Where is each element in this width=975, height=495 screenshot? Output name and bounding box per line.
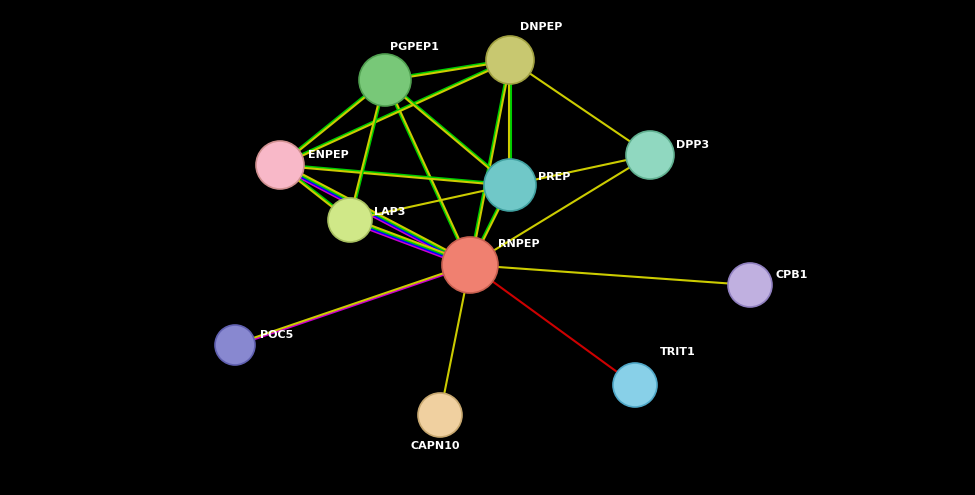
Text: PGPEP1: PGPEP1 (390, 42, 439, 52)
Circle shape (728, 263, 772, 307)
Circle shape (215, 325, 255, 365)
Text: CAPN10: CAPN10 (410, 441, 460, 451)
Circle shape (418, 393, 462, 437)
Text: PREP: PREP (538, 172, 570, 182)
Circle shape (359, 54, 411, 106)
Circle shape (442, 237, 498, 293)
Circle shape (486, 36, 534, 84)
Circle shape (328, 198, 372, 242)
Circle shape (613, 363, 657, 407)
Text: ENPEP: ENPEP (308, 150, 349, 160)
Text: POC5: POC5 (260, 330, 293, 340)
Circle shape (256, 141, 304, 189)
Text: RNPEP: RNPEP (498, 239, 539, 249)
Circle shape (484, 159, 536, 211)
Text: TRIT1: TRIT1 (660, 347, 696, 357)
Text: DPP3: DPP3 (676, 140, 709, 150)
Text: LAP3: LAP3 (374, 207, 406, 217)
Circle shape (626, 131, 674, 179)
Text: DNPEP: DNPEP (520, 22, 563, 32)
Text: CPB1: CPB1 (775, 270, 807, 280)
